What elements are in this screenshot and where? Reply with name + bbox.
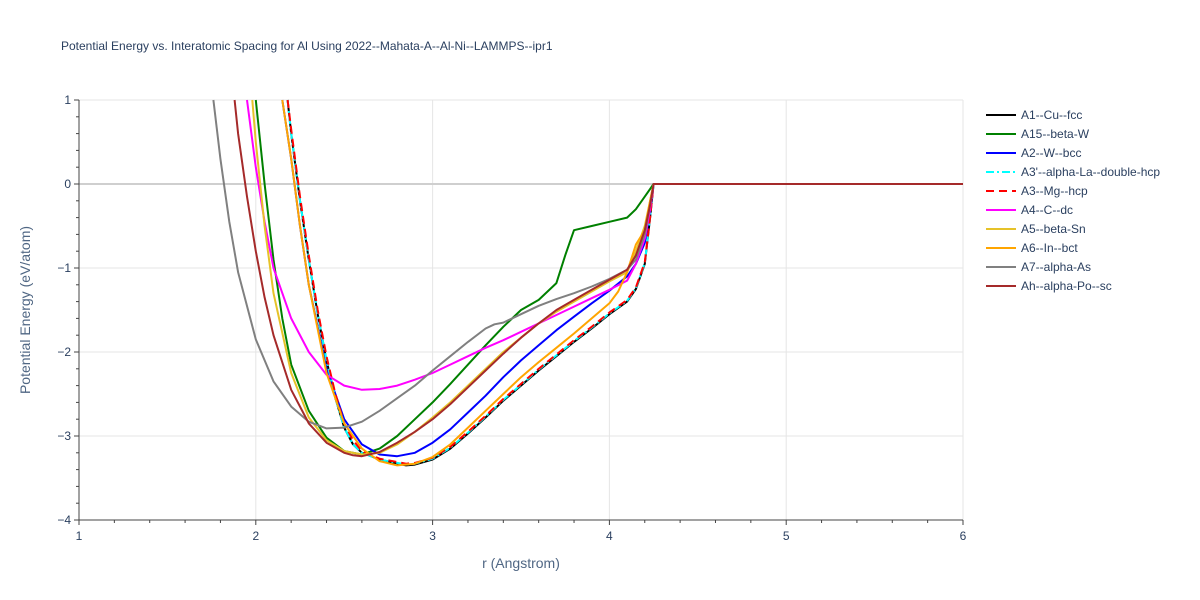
y-tick-label: −3: [57, 429, 71, 443]
legend-item[interactable]: A2--W--bcc: [986, 146, 1081, 160]
y-tick-label: 0: [64, 177, 71, 191]
y-axis-title: Potential Energy (eV/atom): [17, 226, 33, 394]
legend-label: A15--beta-W: [1021, 127, 1090, 141]
y-tick-label: −4: [57, 513, 71, 527]
legend-label: A7--alpha-As: [1021, 260, 1091, 274]
legend-label: A1--Cu--fcc: [1021, 108, 1082, 122]
y-tick-label: −1: [57, 261, 71, 275]
series-line-a15-beta-w: [254, 99, 963, 456]
legend-item[interactable]: A3--Mg--hcp: [986, 184, 1088, 198]
legend-item[interactable]: A4--C--dc: [986, 203, 1073, 217]
series-line-a1-cu-fcc: [286, 99, 963, 467]
legend-item[interactable]: Ah--alpha-Po--sc: [986, 279, 1112, 293]
series-line-ah-alpha-po-sc: [233, 99, 963, 458]
legend-label: A4--C--dc: [1021, 203, 1073, 217]
legend-label: A2--W--bcc: [1021, 146, 1081, 160]
series-line-a7-alpha-as: [212, 99, 963, 430]
series-line-a5-beta-sn: [251, 99, 963, 456]
tick-labels: 1 2 3 4 5 6 −4 −3 −2 −1 0 1: [57, 93, 966, 543]
legend-label: A3--Mg--hcp: [1021, 184, 1088, 198]
legend-label: A3'--alpha-La--double-hcp: [1021, 165, 1160, 179]
y-tick-label: 1: [64, 93, 71, 107]
x-tick-label: 6: [960, 529, 967, 543]
legend-label: A6--In--bct: [1021, 241, 1078, 255]
legend-label: A5--beta-Sn: [1021, 222, 1086, 236]
legend-item[interactable]: A3'--alpha-La--double-hcp: [986, 165, 1160, 179]
legend-item[interactable]: A15--beta-W: [986, 127, 1090, 141]
axes: [74, 99, 964, 525]
x-tick-label: 4: [606, 529, 613, 543]
y-tick-label: −2: [57, 345, 71, 359]
legend-item[interactable]: A7--alpha-As: [986, 260, 1091, 274]
series-line-a2-w-bcc: [281, 99, 963, 458]
legend-item[interactable]: A1--Cu--fcc: [986, 108, 1082, 122]
series-line-a6-in-bct: [281, 99, 963, 467]
series-group: [212, 99, 963, 467]
legend-item[interactable]: A6--In--bct: [986, 241, 1078, 255]
legend[interactable]: A1--Cu--fcc A15--beta-W A2--W--bcc A3'--alp…: [986, 108, 1160, 293]
x-tick-label: 2: [252, 529, 259, 543]
x-tick-label: 3: [429, 529, 436, 543]
x-tick-label: 1: [76, 529, 83, 543]
x-axis-title: r (Angstrom): [482, 555, 560, 571]
series-line-a4-c-dc: [246, 99, 963, 391]
x-tick-label: 5: [783, 529, 790, 543]
chart-title: Potential Energy vs. Interatomic Spacing…: [61, 39, 553, 53]
legend-item[interactable]: A5--beta-Sn: [986, 222, 1086, 236]
legend-label: Ah--alpha-Po--sc: [1021, 279, 1112, 293]
series-line-a3-mg-hcp: [286, 99, 963, 465]
